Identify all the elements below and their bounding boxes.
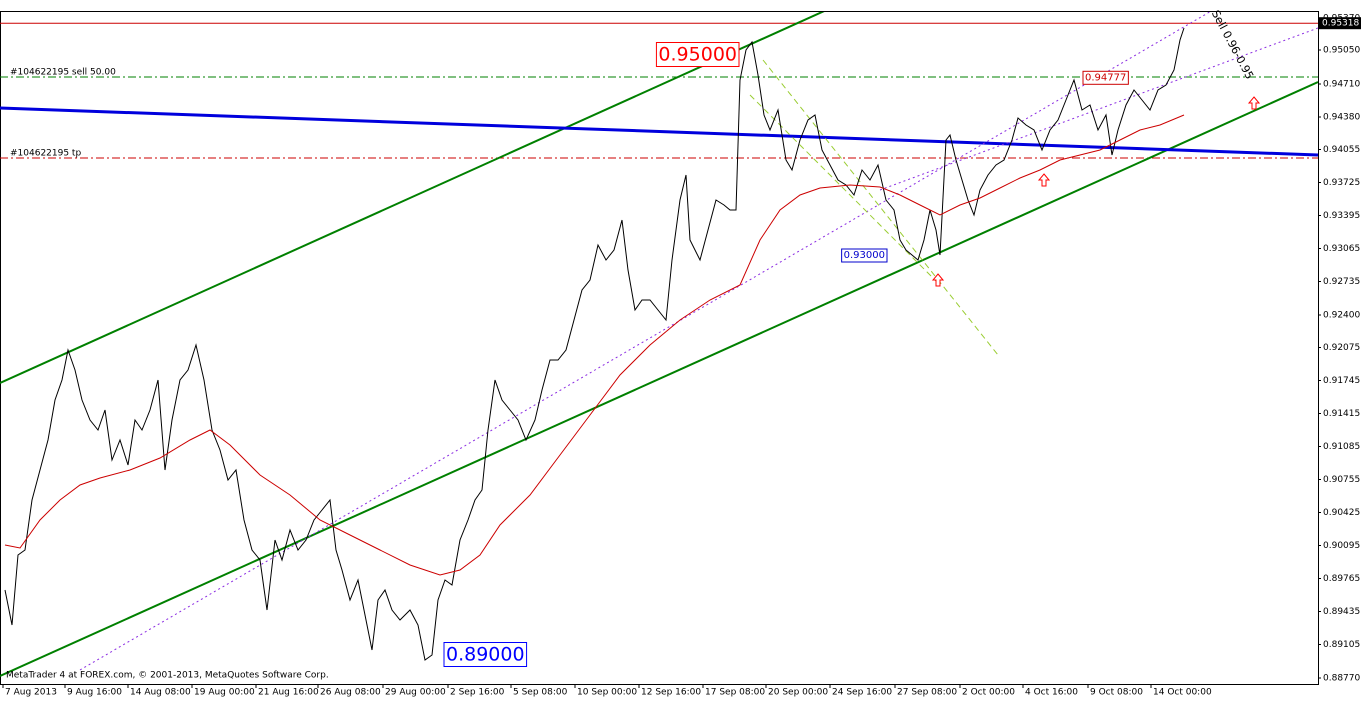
annotation: 0.95000	[655, 42, 740, 67]
price-line	[4, 114, 1185, 576]
rotated-label: Sell 0.96-0.95	[1209, 8, 1256, 81]
up-arrow	[1037, 173, 1051, 187]
y-tick-label: 0.93065	[1323, 244, 1360, 254]
x-tick-label: 7 Aug 2013	[5, 688, 57, 698]
annotation-label: 0.95000	[658, 44, 737, 66]
trendline	[79, 12, 1211, 671]
price-label: 0.95318	[1322, 19, 1359, 29]
x-tick-label: 24 Sep 16:00	[832, 688, 892, 698]
x-tick-label: 19 Aug 00:00	[194, 688, 255, 698]
y-tick-label: 0.91745	[1323, 376, 1360, 386]
annotation-label: 0.93000	[844, 250, 885, 261]
y-tick-label: 0.95050	[1323, 46, 1360, 56]
annotation: 0.94777	[1082, 70, 1129, 85]
x-tick-label: 10 Sep 00:00	[577, 688, 637, 698]
annotation-label: 0.94777	[1085, 72, 1126, 83]
up-arrow	[931, 273, 945, 287]
trendline	[0, 106, 1318, 157]
plot-frame	[0, 11, 1319, 685]
x-tick-label: 26 Aug 08:00	[320, 688, 381, 698]
x-tick-label: 17 Sep 08:00	[705, 688, 765, 698]
x-tick-label: 5 Sep 08:00	[513, 688, 568, 698]
y-tick-label: 0.92400	[1323, 311, 1360, 321]
y-tick-label: 0.89105	[1323, 640, 1360, 650]
plot-area	[0, 12, 1318, 677]
x-tick-label: 27 Sep 08:00	[897, 688, 957, 698]
annotation-label: 0.89000	[446, 644, 525, 666]
y-tick-label: 0.91415	[1323, 409, 1360, 419]
level-label: #104622195 tp	[10, 149, 81, 159]
y-tick-label: 0.90095	[1323, 541, 1360, 551]
y-tick-label: 0.90425	[1323, 508, 1360, 518]
x-tick-label: 12 Sep 16:00	[641, 688, 701, 698]
annotation: 0.89000	[443, 642, 528, 667]
y-tick-label: 0.94710	[1323, 80, 1360, 90]
x-tick-label: 2 Oct 00:00	[962, 688, 1015, 698]
y-tick-label: 0.90755	[1323, 475, 1360, 485]
annotation-box	[1082, 70, 1129, 85]
y-tick-label: 0.92735	[1323, 277, 1360, 287]
price-label-box	[1319, 17, 1361, 30]
y-tick-label: 0.92075	[1323, 343, 1360, 353]
annotation: 0.93000	[841, 248, 888, 263]
y-tick-label: 0.93395	[1323, 211, 1360, 221]
x-tick-label: 2 Sep 16:00	[450, 688, 505, 698]
x-tick-label: 4 Oct 16:00	[1025, 688, 1078, 698]
annotation-box	[841, 248, 888, 263]
y-tick-label: 0.88770	[1323, 674, 1360, 684]
y-tick-label: 0.94380	[1323, 113, 1360, 123]
x-tick-label: 20 Sep 00:00	[768, 688, 828, 698]
y-tick-label: 0.89435	[1323, 607, 1360, 617]
x-tick-label: 9 Aug 16:00	[67, 688, 122, 698]
trendline	[0, 81, 1318, 677]
x-tick-label: 14 Oct 00:00	[1153, 688, 1212, 698]
x-tick-label: 29 Aug 00:00	[385, 688, 446, 698]
up-arrow	[1247, 96, 1261, 110]
x-tick-label: 21 Aug 16:00	[258, 688, 319, 698]
price-line	[4, 27, 1185, 661]
trendline	[762, 59, 999, 356]
footer: MetaTrader 4 at FOREX.com, © 2001-2013, …	[6, 671, 329, 681]
annotation-box	[655, 42, 740, 67]
annotation-box	[443, 642, 528, 667]
y-tick-label: 0.94055	[1323, 145, 1360, 155]
trendline	[749, 94, 941, 286]
x-tick-label: 14 Aug 08:00	[130, 688, 191, 698]
y-tick-label: 0.91085	[1323, 442, 1360, 452]
x-tick-label: 9 Oct 08:00	[1090, 688, 1143, 698]
level-label: #104622195 sell 50.00	[10, 68, 116, 78]
y-tick-label: 0.89765	[1323, 574, 1360, 584]
y-tick-label: 0.93725	[1323, 178, 1360, 188]
